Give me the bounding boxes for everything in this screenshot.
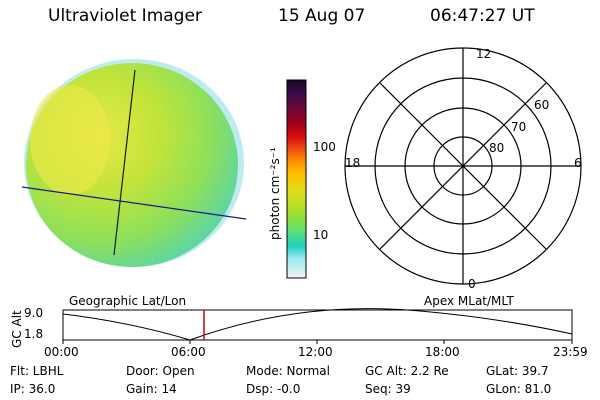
date-label: 15 Aug 07 (278, 6, 366, 26)
altitude-tick-9: 9.0 (24, 306, 44, 320)
polar-label-12: 12 (476, 47, 492, 61)
disc-bright-region (30, 85, 110, 195)
time-tick-4: 23:59 (553, 345, 588, 359)
info-gcalt: GC Alt: 2.2 Re (365, 364, 449, 378)
polar-label-0: 0 (468, 277, 476, 291)
uv-image-disc (21, 59, 247, 267)
info-flt: Flt: LBHL (10, 364, 64, 378)
meridian-line (113, 69, 136, 256)
geographic-label: Geographic Lat/Lon (69, 294, 187, 308)
polar-plot (344, 47, 582, 285)
info-dsp: Dsp: -0.0 (246, 382, 301, 396)
polar-label-18: 18 (345, 156, 361, 170)
colorbar (286, 79, 307, 279)
latitude-line (21, 186, 247, 220)
time-tick-2: 12:00 (298, 345, 333, 359)
altitude-plot (62, 308, 573, 344)
info-gain: Gain: 14 (126, 382, 177, 396)
polar-diagonal-2 (379, 82, 547, 250)
polar-label-6: 6 (574, 156, 582, 170)
colorbar-unit-label: photon cm⁻²s⁻¹ (268, 147, 282, 240)
altitude-axis-title: GC Alt (10, 310, 24, 348)
ring-label-60: 60 (534, 98, 550, 112)
instrument-title: Ultraviolet Imager (48, 6, 202, 26)
info-seq: Seq: 39 (365, 382, 411, 396)
time-tick-1: 06:00 (171, 345, 206, 359)
colorbar-tick-10: 10 (313, 228, 329, 242)
colorbar-tick-100: 100 (313, 140, 336, 154)
time-tick-0: 00:00 (44, 345, 79, 359)
altitude-curve (62, 308, 573, 341)
altitude-frame (62, 309, 573, 341)
time-label: 06:47:27 UT (430, 6, 535, 26)
ring-label-80: 80 (489, 141, 505, 155)
info-door: Door: Open (126, 364, 195, 378)
info-glon: GLon: 81.0 (486, 382, 552, 396)
apex-label: Apex MLat/MLT (424, 294, 514, 308)
info-mode: Mode: Normal (246, 364, 330, 378)
ring-label-70: 70 (511, 120, 527, 134)
info-glat: GLat: 39.7 (486, 364, 549, 378)
altitude-tick-1-8: 1.8 (24, 327, 44, 341)
info-ip: IP: 36.0 (10, 382, 56, 396)
time-tick-3: 18:00 (425, 345, 460, 359)
